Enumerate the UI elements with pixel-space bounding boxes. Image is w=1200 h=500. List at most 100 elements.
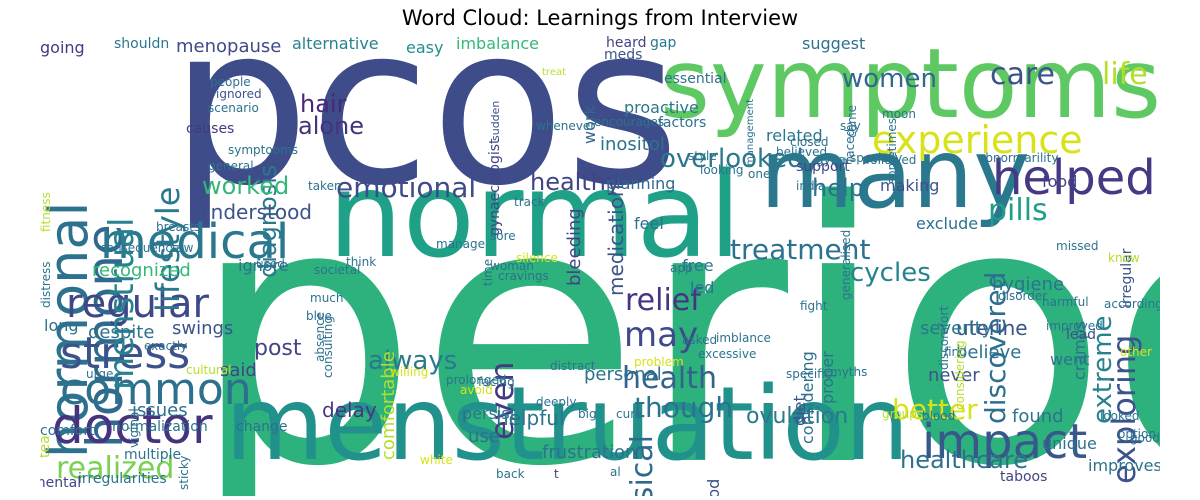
word-good: good — [1130, 431, 1160, 445]
word-facing: facing — [478, 375, 515, 389]
word-though: though — [634, 391, 734, 424]
word-uterine: uterine — [956, 316, 1028, 340]
word-blood: blood — [922, 409, 956, 423]
word-cultural: cultural — [186, 363, 232, 377]
word-doctor: doctor — [52, 397, 213, 455]
word-may: may — [624, 315, 699, 355]
word-treatment: treatment — [730, 233, 871, 266]
word-believed: believed — [776, 145, 828, 159]
word-went: went — [1050, 350, 1090, 369]
word-personal: personal — [584, 364, 662, 385]
word-use: use — [468, 426, 500, 447]
word-sometimes: sometimes — [885, 117, 899, 184]
word-unique: unique — [1042, 434, 1097, 453]
word-swings: swings — [172, 318, 234, 339]
word-taken: taken — [308, 179, 342, 193]
word-looking: looking — [700, 163, 744, 177]
word-al: al — [610, 465, 621, 479]
word-comfort: comfort — [40, 423, 95, 439]
word-much: much — [310, 291, 344, 305]
word-exclude: exclude — [916, 214, 979, 233]
word-stress: stress — [60, 328, 191, 379]
word-closed: closed — [790, 135, 829, 149]
word-sore: sore — [490, 229, 516, 243]
word-discomfort: discomfort — [937, 305, 951, 370]
word-ovulation: ovulation — [746, 404, 849, 429]
word-groups: groups — [882, 407, 924, 421]
word-distract: distract — [550, 359, 596, 373]
word-style: style — [688, 149, 717, 163]
word-people: people — [210, 75, 251, 89]
word-essential: essential — [664, 71, 727, 87]
word-consequence: consequence — [100, 241, 180, 255]
word-specific: specific — [786, 367, 832, 381]
word-t: t — [554, 467, 559, 481]
word-moon: moon — [882, 107, 916, 121]
word-tea: tea — [40, 435, 53, 458]
word-viginal: viginal — [127, 408, 141, 448]
word-india: india — [796, 179, 826, 193]
word-recognized: recognized — [92, 260, 191, 281]
word-myths: myths — [830, 365, 868, 379]
word-many: many — [760, 118, 1030, 230]
word-prolonged: prolonged — [446, 373, 507, 387]
word-woman: woman — [490, 259, 534, 273]
word-severity: severity — [920, 318, 993, 339]
word-problem: problem — [634, 355, 684, 369]
word-suggest: suggest — [802, 36, 866, 53]
word-distress: distress — [40, 261, 53, 308]
word-encourages: encourages — [594, 115, 665, 129]
word-persist: persist — [462, 404, 516, 423]
word-helped: helped — [992, 150, 1156, 206]
word-experience: experience — [872, 118, 1083, 162]
word-think: think — [346, 255, 377, 269]
word-alternative: alternative — [292, 36, 379, 53]
word-symptoms: symptoms — [660, 36, 1160, 140]
word-big: big — [578, 407, 597, 421]
word-cycles: cycles — [850, 258, 931, 288]
word-gap: gap — [650, 36, 677, 51]
word-option: option — [1118, 427, 1156, 441]
word-alone: alone — [298, 112, 365, 140]
word-healthcare: healthcare — [900, 446, 1028, 474]
word-considering: considering — [953, 340, 967, 410]
word-app: app — [670, 261, 693, 275]
word-sudden: sudden — [489, 100, 502, 141]
word-missed: missed — [1056, 239, 1099, 253]
word-issues: issues — [132, 400, 188, 421]
word-urge: urge — [86, 367, 114, 381]
word-menopause: menopause — [176, 36, 282, 57]
word-hygiene: hygiene — [992, 274, 1065, 295]
word-worked: worked — [202, 172, 290, 200]
word-common: common — [60, 364, 252, 415]
word-change: change — [236, 419, 288, 435]
word-white: white — [420, 453, 453, 467]
word-scenario: scenario — [208, 101, 259, 115]
word-cure: cure — [616, 407, 643, 421]
word-sticky: sticky — [177, 455, 191, 490]
word-asked: asked — [682, 333, 718, 347]
word-regular: regular — [66, 281, 209, 327]
chart-title: Word Cloud: Learnings from Interview — [401, 6, 799, 30]
word-cravings: cravings — [498, 269, 549, 283]
word-ones: ones — [748, 167, 777, 181]
word-menstruation: menstruation — [225, 365, 910, 484]
word-said: said — [220, 360, 257, 381]
word-going: going — [40, 38, 85, 57]
word-never: never — [928, 365, 980, 386]
word-health: health — [622, 361, 717, 396]
word-inositol: inositol — [600, 134, 665, 155]
word-believe: believe — [956, 342, 1022, 363]
word-gynaecologist: gynaecologist — [487, 138, 503, 236]
word-whenever: whenever — [536, 119, 596, 133]
word-track: track — [514, 195, 545, 209]
word-multiple: multiple — [124, 447, 182, 463]
word-excessive: excessive — [698, 347, 757, 361]
word-factors: factors — [658, 115, 707, 131]
word-healthy: healthy — [530, 168, 621, 196]
word-followed: followed — [866, 153, 917, 167]
word-women: women — [842, 64, 937, 94]
word-diet: diet — [790, 395, 809, 426]
word-post: post — [254, 336, 302, 361]
word-imblance: imblance — [716, 331, 771, 345]
